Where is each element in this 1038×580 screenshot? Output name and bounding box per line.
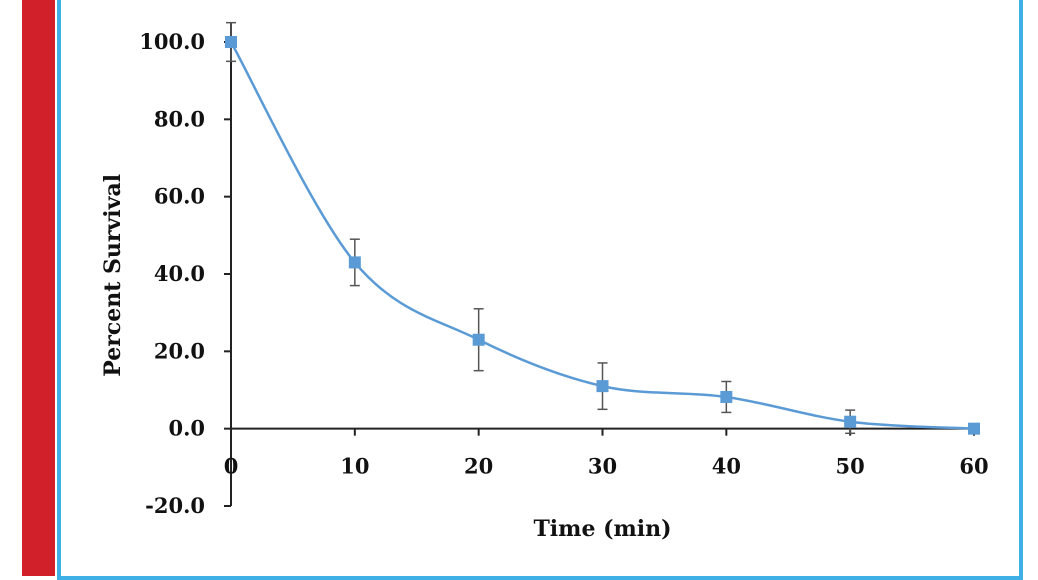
data-point-marker [596, 380, 609, 393]
y-tick-label: -20.0 [145, 493, 205, 518]
data-point-marker [720, 390, 733, 403]
x-tick-label: 10 [340, 454, 369, 479]
y-axis-title: Percent Survival [100, 174, 126, 377]
chart-labels: 100.0 80.0 60.0 40.0 20.0 0.0 -20.0 0 10 20 30 40 50… [100, 29, 989, 542]
x-tick-label: 0 [224, 454, 239, 479]
data-point-marker [472, 333, 485, 346]
y-tick-label: 20.0 [154, 338, 205, 363]
x-tick-label: 30 [588, 454, 617, 479]
y-tick-label: 100.0 [139, 29, 205, 54]
data-point-marker [844, 415, 857, 428]
left-accent-bar [22, 0, 55, 576]
chart-series [225, 21, 980, 435]
y-tick-label: 80.0 [154, 106, 205, 131]
data-point-marker [225, 36, 237, 48]
x-tick-label: 60 [959, 454, 988, 479]
y-tick-label: 0.0 [168, 416, 205, 441]
y-tick-label: 60.0 [154, 184, 205, 209]
x-tick-label: 20 [464, 454, 493, 479]
data-point-marker [968, 422, 980, 435]
x-tick-label: 40 [712, 454, 741, 479]
x-axis-title: Time (min) [533, 516, 671, 542]
chart-axes [224, 22, 980, 507]
data-point-marker [348, 256, 361, 269]
y-tick-label: 40.0 [154, 261, 205, 286]
x-tick-label: 50 [836, 454, 865, 479]
